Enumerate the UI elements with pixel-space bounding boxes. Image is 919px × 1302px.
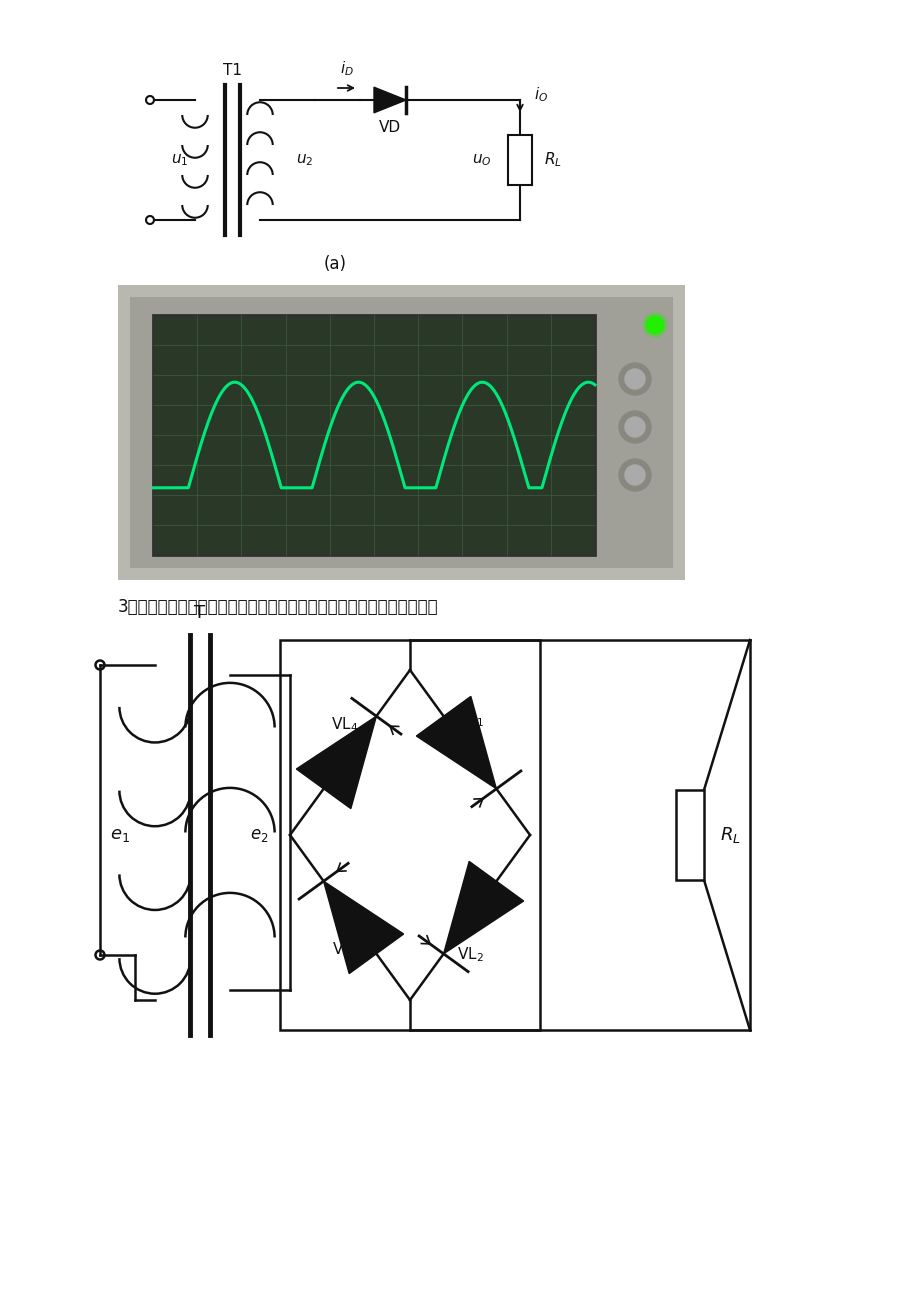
Text: $e_2$: $e_2$ xyxy=(250,825,268,844)
Bar xyxy=(279,641,539,1030)
Polygon shape xyxy=(296,716,376,809)
Text: $R_L$: $R_L$ xyxy=(720,825,740,845)
Text: T: T xyxy=(194,604,205,622)
Text: (a): (a) xyxy=(323,255,346,273)
Text: $u_O$: $u_O$ xyxy=(471,152,492,168)
Circle shape xyxy=(645,316,664,335)
Circle shape xyxy=(642,312,666,337)
Bar xyxy=(118,285,685,579)
Text: T1: T1 xyxy=(222,62,242,78)
Bar xyxy=(675,790,703,880)
Polygon shape xyxy=(323,881,403,974)
Text: VL$_4$: VL$_4$ xyxy=(331,716,358,734)
Circle shape xyxy=(624,417,644,437)
Polygon shape xyxy=(443,862,523,954)
Circle shape xyxy=(618,363,651,395)
Text: VD: VD xyxy=(379,120,401,135)
Circle shape xyxy=(624,465,644,486)
Bar xyxy=(507,135,531,185)
Text: VL$_1$: VL$_1$ xyxy=(456,711,482,729)
Text: VL$_2$: VL$_2$ xyxy=(456,945,482,965)
Text: VL$_3$: VL$_3$ xyxy=(331,940,358,960)
Text: $e_1$: $e_1$ xyxy=(110,825,130,844)
Text: 3、如图，在面包板上连接好全波整汁电路，将信号输入线与电阔连接。: 3、如图，在面包板上连接好全波整汁电路，将信号输入线与电阔连接。 xyxy=(118,598,438,616)
Circle shape xyxy=(618,460,651,491)
Bar xyxy=(130,297,673,568)
Text: $i_D$: $i_D$ xyxy=(339,60,353,78)
Polygon shape xyxy=(416,697,496,789)
Polygon shape xyxy=(374,87,405,113)
Text: $i_O$: $i_O$ xyxy=(533,86,548,104)
Text: $u_1$: $u_1$ xyxy=(171,152,188,168)
Circle shape xyxy=(618,411,651,443)
Text: $u_2$: $u_2$ xyxy=(296,152,313,168)
Circle shape xyxy=(624,368,644,389)
Text: $R_L$: $R_L$ xyxy=(543,151,562,169)
Bar xyxy=(153,315,595,555)
